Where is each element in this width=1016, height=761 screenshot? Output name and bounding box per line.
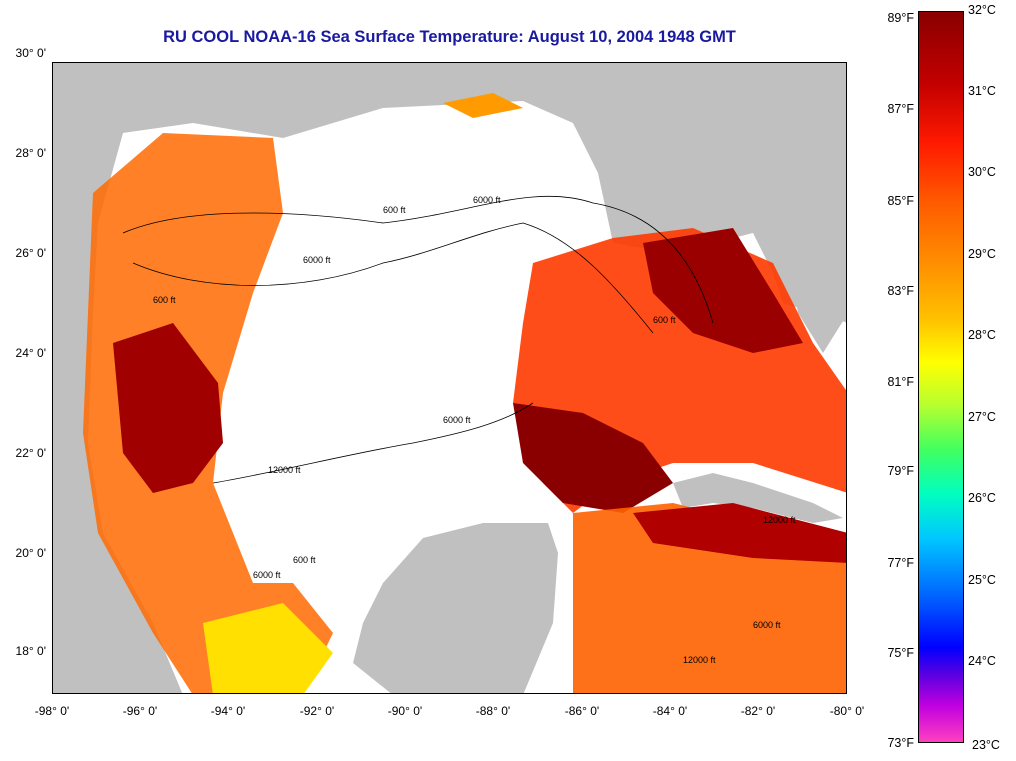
contour-label: 600 ft: [383, 205, 406, 215]
florida-land: [783, 63, 846, 353]
contour-label: 12000 ft: [268, 465, 301, 475]
contour-600ft: [122, 195, 714, 324]
lat-tick: 26° 0': [15, 246, 46, 260]
lon-tick: -96° 0': [122, 704, 158, 718]
fahrenheit-label: 79°F: [887, 464, 914, 478]
sst-north-orange: [443, 93, 523, 118]
celsius-label: 31°C: [968, 84, 996, 98]
lon-tick: -88° 0': [475, 704, 511, 718]
lon-tick: -86° 0': [564, 704, 600, 718]
celsius-label: 23°C: [972, 738, 1000, 752]
lat-tick: 20° 0': [15, 546, 46, 560]
temperature-colorbar: [918, 11, 964, 743]
celsius-label: 27°C: [968, 410, 996, 424]
lon-tick: -84° 0': [652, 704, 688, 718]
fahrenheit-label: 77°F: [887, 556, 914, 570]
lat-tick: 30° 0': [15, 46, 46, 60]
celsius-label: 30°C: [968, 165, 996, 179]
lon-tick: -92° 0': [299, 704, 335, 718]
sst-west-core: [113, 323, 223, 493]
sst-map-canvas: 600 ft 6000 ft 600 ft 6000 ft 6000 ft 12000 f…: [83, 63, 846, 693]
celsius-label: 32°C: [968, 3, 996, 17]
celsius-label: 24°C: [968, 654, 996, 668]
fahrenheit-label: 83°F: [887, 284, 914, 298]
contour-label: 600 ft: [153, 295, 176, 305]
celsius-label: 25°C: [968, 573, 996, 587]
fahrenheit-label: 73°F: [887, 736, 914, 750]
celsius-label: 28°C: [968, 328, 996, 342]
fahrenheit-label: 87°F: [887, 102, 914, 116]
lat-tick: 22° 0': [15, 446, 46, 460]
lon-tick: -98° 0': [34, 704, 70, 718]
sst-yellow-south: [203, 603, 333, 693]
contour-label: 6000 ft: [473, 195, 501, 205]
contour-label: 12000 ft: [763, 515, 796, 525]
fahrenheit-label: 89°F: [887, 11, 914, 25]
lon-tick: -80° 0': [829, 704, 865, 718]
sst-map: 600 ft 6000 ft 600 ft 6000 ft 6000 ft 12000 f…: [52, 62, 847, 694]
cuba-land: [673, 473, 843, 523]
lon-tick: -82° 0': [740, 704, 776, 718]
contour-12000ft: [212, 402, 534, 484]
contour-label: 6000 ft: [253, 570, 281, 580]
yucatan-land: [353, 523, 558, 693]
lon-tick: -90° 0': [387, 704, 423, 718]
celsius-label: 26°C: [968, 491, 996, 505]
lat-tick: 24° 0': [15, 346, 46, 360]
contour-label: 6000 ft: [753, 620, 781, 630]
contour-label: 600 ft: [653, 315, 676, 325]
fahrenheit-label: 81°F: [887, 375, 914, 389]
contour-6000ft: [132, 222, 654, 334]
lat-tick: 28° 0': [15, 146, 46, 160]
map-title: RU COOL NOAA-16 Sea Surface Temperature:…: [163, 28, 736, 46]
contour-label: 12000 ft: [683, 655, 716, 665]
contour-label: 6000 ft: [303, 255, 331, 265]
lat-tick: 18° 0': [15, 644, 46, 658]
celsius-label: 29°C: [968, 247, 996, 261]
sst-east-core: [643, 228, 803, 353]
fahrenheit-label: 75°F: [887, 646, 914, 660]
lon-tick: -94° 0': [210, 704, 246, 718]
contour-label: 600 ft: [293, 555, 316, 565]
contour-label: 6000 ft: [443, 415, 471, 425]
sst-loop-core: [513, 403, 673, 513]
fahrenheit-label: 85°F: [887, 194, 914, 208]
sst-caribbean-core: [633, 503, 846, 563]
